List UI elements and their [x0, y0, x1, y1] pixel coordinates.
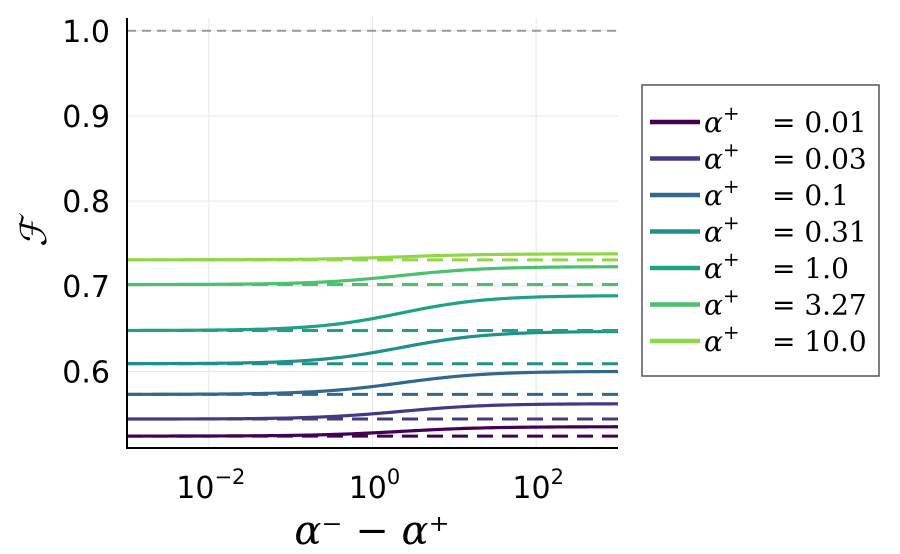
series-lines	[126, 252, 619, 438]
series-solid-line	[126, 329, 619, 366]
series-solid-line	[127, 252, 618, 262]
grid	[127, 18, 618, 448]
series-solid-line	[126, 294, 619, 333]
x-tick-label: 10−2	[176, 465, 245, 506]
y-axis-label: ℱ	[14, 213, 55, 247]
y-tick-label: 0.9	[62, 100, 110, 135]
legend-label: α+ = 10.0	[704, 320, 867, 358]
legend-label: α+ = 0.1	[704, 174, 849, 212]
y-tick-label: 0.8	[62, 185, 110, 220]
series-solid-line	[127, 402, 619, 421]
tick-labels: 0.6 0.7 0.8 0.9 1.0 10−2 100 102	[62, 15, 564, 506]
legend-label: α+ = 0.03	[704, 138, 867, 176]
series-solid-line	[126, 369, 619, 396]
series-solid-line	[127, 425, 619, 438]
y-tick-label: 0.6	[62, 355, 110, 390]
x-axis-label: α⁻ − α⁺	[294, 508, 449, 554]
y-tick-label: 0.7	[62, 270, 110, 305]
x-tick-label: 102	[512, 465, 564, 506]
axes	[126, 18, 618, 449]
series-solid-line	[127, 265, 619, 287]
legend-label: α+ = 3.27	[704, 284, 867, 322]
y-tick-label: 1.0	[62, 15, 110, 50]
legend: α+ = 0.01α+ = 0.03α+ = 0.1α+ = 0.31α+ = 1.0α+…	[641, 84, 880, 377]
legend-label: α+ = 1.0	[704, 247, 849, 285]
legend-label: α+ = 0.31	[704, 211, 867, 249]
x-tick-label: 100	[349, 465, 401, 506]
legend-label: α+ = 0.01	[704, 101, 867, 139]
